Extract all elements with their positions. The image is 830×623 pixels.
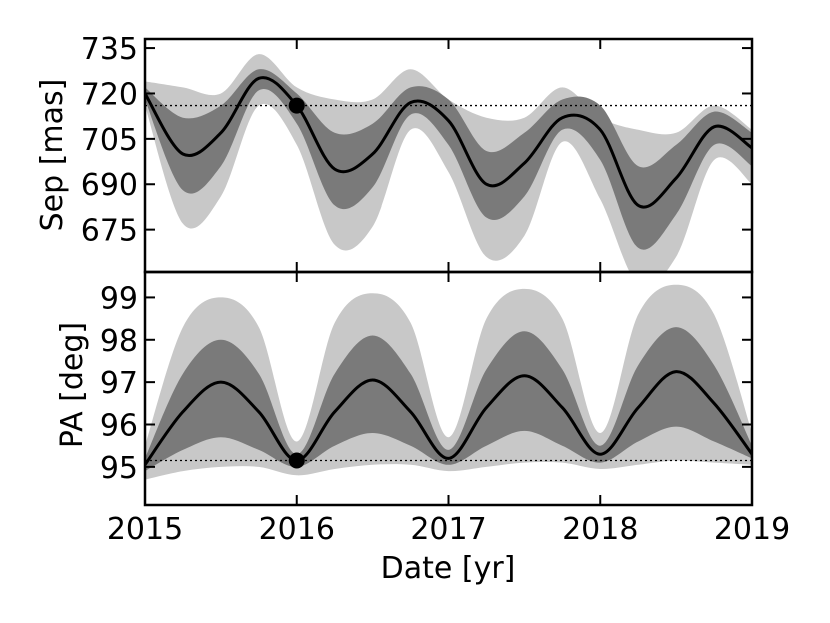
x-tick-label: 2017: [410, 512, 486, 547]
y-tick-label: 705: [81, 123, 138, 158]
position-angle-y-ticks: 95 96 97 98 99: [100, 281, 752, 486]
bottom-one-sigma-band: [145, 327, 752, 472]
y-tick-label: 95: [100, 451, 138, 486]
separation-y-ticks: 675 690 705 720 735: [81, 32, 753, 272]
x-tick-label: 2019: [714, 512, 790, 547]
position-angle-panel: 95 96 97 98 99 2015 2016 2017 2018 2019 PA [deg]…: [55, 270, 790, 586]
x-tick-label: 2015: [107, 512, 183, 547]
date-x-axis-label: Date [yr]: [381, 551, 516, 586]
y-tick-label: 99: [100, 281, 138, 316]
separation-panel: 675 690 705 720 735 Sep [mas]: [35, 32, 754, 274]
y-tick-label: 98: [100, 324, 138, 359]
position-angle-data-point: [288, 452, 305, 469]
x-tick-label: 2018: [562, 512, 638, 547]
position-angle-axes-frame: [143, 270, 754, 507]
y-tick-label: 735: [81, 32, 138, 67]
y-tick-label: 97: [100, 366, 138, 401]
date-x-ticks: 2015 2016 2017 2018 2019: [107, 272, 790, 547]
separation-y-axis-label: Sep [mas]: [35, 79, 70, 232]
y-tick-label: 96: [100, 409, 138, 444]
position-angle-y-axis-label: PA [deg]: [55, 322, 90, 448]
y-tick-label: 690: [81, 168, 138, 203]
separation-data-point: [288, 97, 305, 114]
y-tick-label: 720: [81, 77, 138, 112]
x-tick-label: 2016: [259, 512, 335, 547]
separation-median-line: [145, 76, 752, 209]
top-one-sigma-band: [145, 69, 752, 250]
y-tick-label: 675: [81, 214, 138, 249]
separation-bands: [145, 54, 752, 272]
position-angle-median-line: [145, 370, 752, 466]
